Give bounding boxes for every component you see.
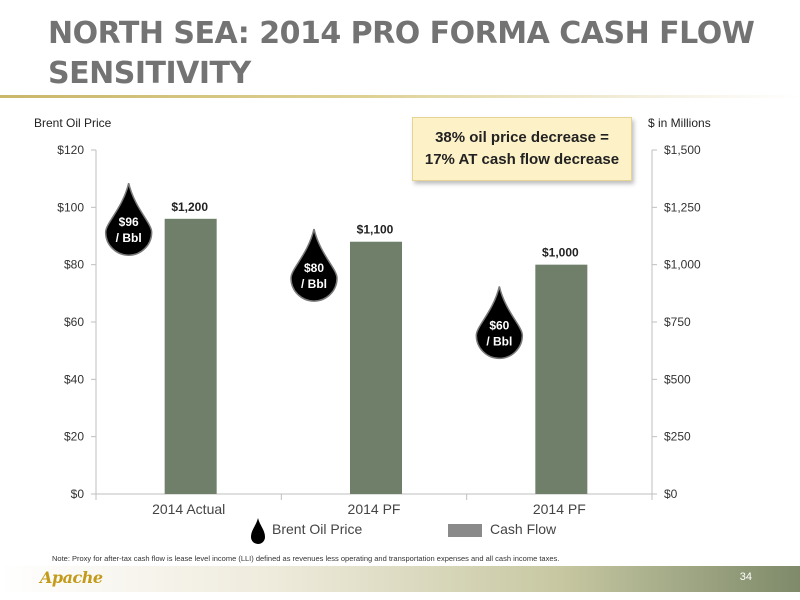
right-tick-label: $1,250 xyxy=(664,200,701,214)
x-category-label: 2014 Actual xyxy=(152,501,225,517)
callout-line-1: 38% oil price decrease = xyxy=(435,129,609,146)
oil-price-unit-label: / Bbl xyxy=(301,277,327,291)
x-category-label: 2014 PF xyxy=(533,501,586,517)
cash-flow-bar xyxy=(535,264,588,494)
cash-flow-bar xyxy=(350,241,402,494)
oil-price-value-label: $80 xyxy=(304,261,324,275)
oil-price-value-label: $96 xyxy=(119,215,139,229)
footnote: Note: Proxy for after-tax cash flow is l… xyxy=(52,554,560,563)
cash-flow-value-label: $1,200 xyxy=(171,200,208,214)
footer-bar xyxy=(0,566,800,592)
cash-flow-chart: $0 $0 $20 $250 $40 $500 $60 $750 $80 $1,000 $100 $1… xyxy=(57,143,701,517)
oil-price-unit-label: / Bbl xyxy=(116,231,142,245)
legend-oil-price: Brent Oil Price xyxy=(272,521,363,537)
callout-line-2: 17% AT cash flow decrease xyxy=(424,151,620,168)
left-axis-title: Brent Oil Price xyxy=(34,116,112,130)
cash-flow-value-label: $1,100 xyxy=(357,223,394,237)
right-tick-label: $750 xyxy=(664,315,691,329)
sensitivity-callout: 38% oil price decrease = 17% AT cash flo… xyxy=(412,117,632,181)
left-tick-label: $0 xyxy=(71,487,85,501)
slide-title: NORTH SEA: 2014 PRO FORMA CASH FLOW SENS… xyxy=(48,16,755,91)
oil-drop-legend-icon xyxy=(251,518,265,544)
left-tick-label: $100 xyxy=(57,200,84,214)
oil-drop-marker xyxy=(104,183,153,256)
right-tick-label: $1,500 xyxy=(664,143,701,157)
oil-price-value-label: $60 xyxy=(489,318,509,332)
right-axis-title: $ in Millions xyxy=(648,116,711,130)
page-number: 34 xyxy=(739,571,752,583)
oil-price-unit-label: / Bbl xyxy=(486,334,512,348)
right-tick-label: $1,000 xyxy=(664,258,701,272)
oil-drop-marker xyxy=(290,228,338,302)
cash-flow-value-label: $1,000 xyxy=(542,246,579,260)
legend-cash-flow: Cash Flow xyxy=(490,521,557,537)
oil-drop-marker xyxy=(475,286,524,360)
x-category-label: 2014 PF xyxy=(348,501,401,517)
left-tick-label: $80 xyxy=(64,258,84,272)
right-tick-label: $500 xyxy=(664,372,691,386)
apache-logo: Apache xyxy=(40,568,103,587)
left-tick-label: $60 xyxy=(64,315,84,329)
left-tick-label: $40 xyxy=(64,372,84,386)
right-tick-label: $0 xyxy=(664,487,678,501)
right-tick-label: $250 xyxy=(664,430,691,444)
cash-flow-bar xyxy=(164,218,217,495)
left-tick-label: $120 xyxy=(57,143,84,157)
left-tick-label: $20 xyxy=(64,430,84,444)
legend-cash-flow-swatch xyxy=(448,524,482,537)
title-divider xyxy=(0,95,800,98)
